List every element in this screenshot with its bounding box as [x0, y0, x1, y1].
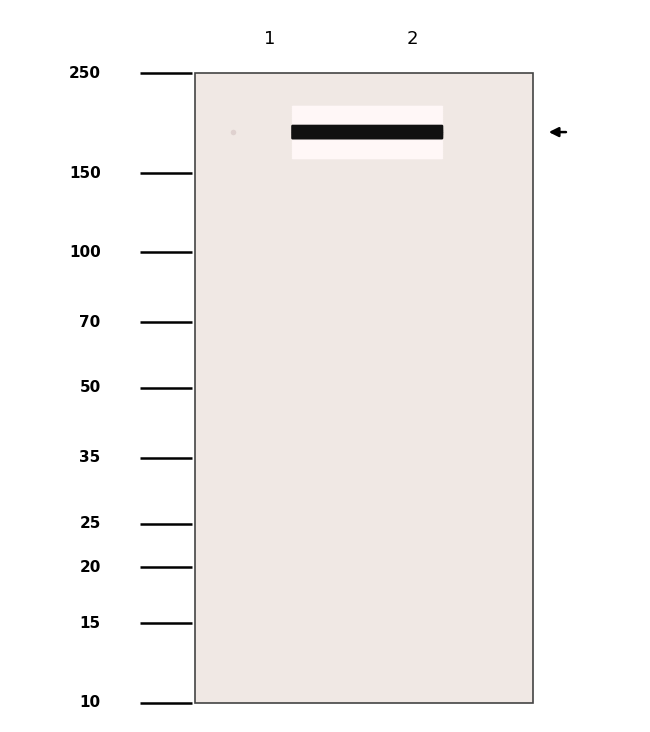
Text: 50: 50 — [79, 381, 101, 395]
Text: 2: 2 — [407, 29, 419, 48]
Text: 15: 15 — [79, 616, 101, 631]
Text: 250: 250 — [69, 66, 101, 81]
FancyBboxPatch shape — [195, 73, 533, 703]
Text: 35: 35 — [79, 450, 101, 466]
Text: 70: 70 — [79, 315, 101, 329]
Text: 25: 25 — [79, 516, 101, 531]
Text: 150: 150 — [69, 165, 101, 181]
Text: 10: 10 — [79, 695, 101, 710]
FancyBboxPatch shape — [291, 124, 443, 140]
Text: 1: 1 — [264, 29, 276, 48]
Text: 100: 100 — [69, 245, 101, 260]
Text: 20: 20 — [79, 560, 101, 575]
